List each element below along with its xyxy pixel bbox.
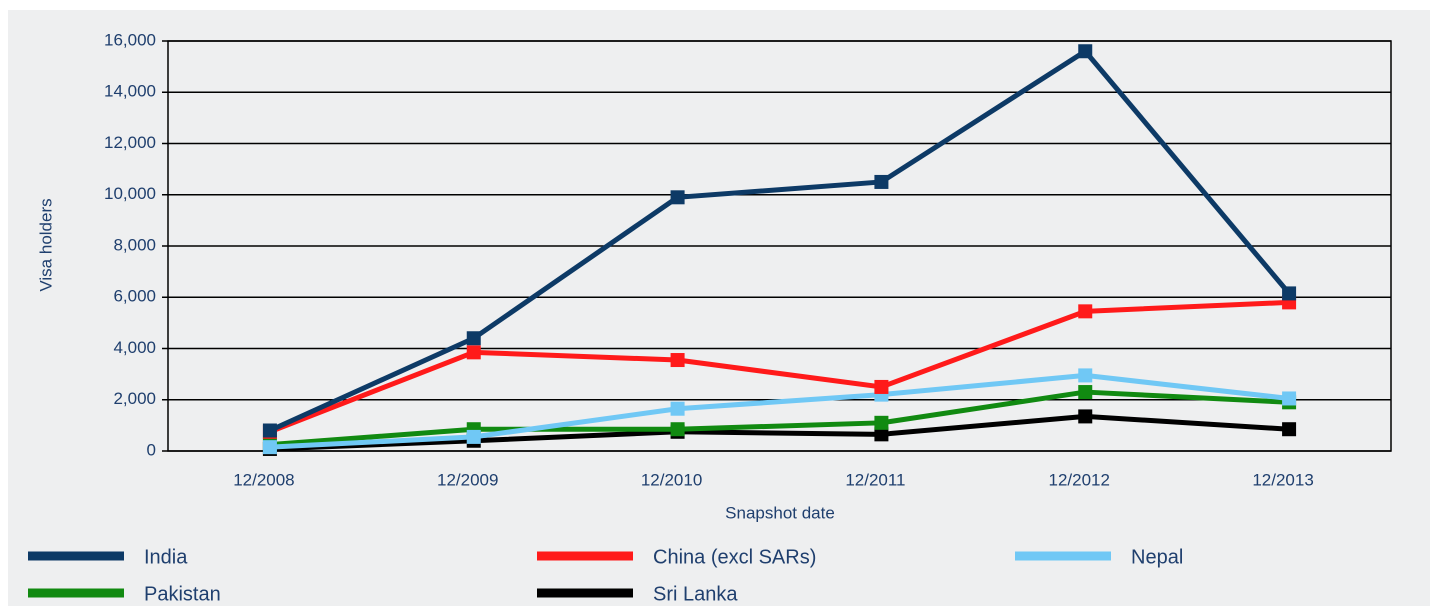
marker [1282, 391, 1297, 406]
x-tick-label: 12/2011 [845, 470, 905, 489]
y-tick-label: 8,000 [113, 235, 156, 254]
series-line [268, 48, 1291, 433]
marker [466, 345, 481, 360]
marker [1078, 385, 1093, 400]
marker [670, 190, 685, 205]
series-line [269, 389, 1290, 448]
marker [1078, 304, 1093, 319]
x-tick-label: 12/2013 [1252, 470, 1313, 489]
marker [670, 353, 685, 368]
y-tick-label: 4,000 [113, 338, 156, 357]
y-tick-label: 12,000 [104, 133, 156, 152]
legend-label: Sri Lanka [653, 583, 738, 605]
series-line [269, 299, 1290, 435]
marker [670, 401, 685, 416]
y-tick-label: 0 [147, 440, 156, 459]
x-tick-label: 12/2012 [1049, 470, 1110, 489]
marker [262, 423, 277, 438]
y-axis-label: Visa holders [36, 198, 55, 291]
marker [1282, 422, 1297, 437]
marker [466, 331, 481, 346]
marker [1282, 286, 1297, 301]
y-tick-label: 10,000 [104, 184, 156, 203]
x-tick-label: 12/2009 [437, 470, 498, 489]
marker [466, 429, 481, 444]
legend-label: Pakistan [144, 583, 221, 605]
x-axis-label: Snapshot date [725, 503, 835, 522]
series-line [269, 413, 1290, 452]
y-tick-label: 6,000 [113, 287, 156, 306]
series-line [269, 372, 1290, 450]
y-tick-label: 16,000 [104, 30, 156, 49]
legend-label: Nepal [1131, 546, 1183, 568]
y-tick-label: 14,000 [104, 82, 156, 101]
marker [874, 174, 889, 189]
marker [262, 440, 277, 455]
marker [874, 379, 889, 394]
x-tick-label: 12/2008 [233, 470, 294, 489]
marker [874, 415, 889, 430]
legend-label: China (excl SARs) [653, 546, 816, 568]
marker [1078, 368, 1093, 383]
marker [670, 422, 685, 437]
marker [874, 427, 889, 442]
legend-label: India [144, 546, 188, 568]
marker [1078, 44, 1093, 59]
y-tick-label: 2,000 [113, 389, 156, 408]
x-tick-label: 12/2010 [641, 470, 702, 489]
marker [1078, 409, 1093, 424]
